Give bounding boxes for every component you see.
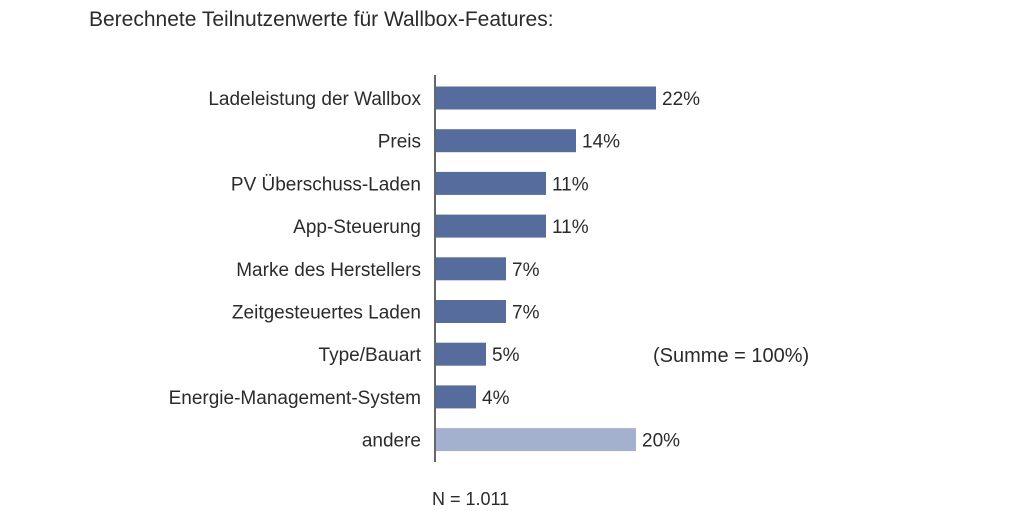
bars-layer: Ladeleistung der Wallbox 22% Preis 14% PV Üb… bbox=[169, 86, 700, 452]
bar bbox=[436, 257, 506, 281]
value-label: 20% bbox=[642, 431, 680, 452]
bar bbox=[436, 171, 546, 195]
bar bbox=[436, 385, 476, 409]
bar bbox=[436, 214, 546, 238]
bar bbox=[436, 300, 506, 323]
bar bbox=[436, 86, 656, 110]
value-label: 4% bbox=[482, 388, 510, 409]
category-label: Energie-Management-System bbox=[169, 388, 421, 409]
chart-title: Berechnete Teilnutzenwerte für Wallbox-F… bbox=[89, 8, 554, 31]
sum-annotation: (Summe = 100%) bbox=[653, 345, 810, 367]
value-label: 11% bbox=[552, 217, 589, 238]
category-label: Ladeleistung der Wallbox bbox=[208, 89, 421, 110]
bar bbox=[436, 129, 576, 153]
category-label: App-Steuerung bbox=[293, 217, 421, 238]
value-label: 14% bbox=[582, 132, 620, 153]
sample-size-note: N = 1.011 bbox=[432, 489, 510, 509]
value-label: 11% bbox=[552, 174, 589, 195]
category-label: Zeitgesteuertes Laden bbox=[232, 303, 421, 324]
value-label: 22% bbox=[662, 89, 700, 110]
bar bbox=[436, 342, 486, 366]
value-label: 7% bbox=[512, 303, 540, 324]
bar bbox=[436, 428, 636, 452]
value-label: 5% bbox=[492, 345, 520, 366]
category-label: PV Überschuss-Laden bbox=[231, 174, 421, 195]
category-label: Preis bbox=[378, 132, 421, 153]
category-label: Marke des Herstellers bbox=[236, 260, 421, 281]
value-label: 7% bbox=[512, 260, 540, 281]
category-label: andere bbox=[362, 431, 421, 452]
category-label: Type/Bauart bbox=[319, 345, 422, 366]
